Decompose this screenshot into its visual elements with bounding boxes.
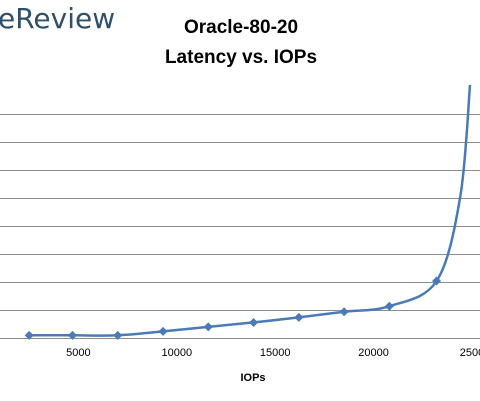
chart-subtitle: Latency vs. IOPs (165, 47, 317, 68)
series-line (29, 84, 472, 337)
series-group (29, 84, 472, 337)
x-tick-label: 20000 (358, 347, 389, 359)
x-tick-label: 15000 (260, 347, 291, 359)
x-axis-label: IOPs (240, 372, 265, 384)
x-tick-labels: 5000 10000 15000 20000 2500 (66, 347, 480, 359)
chart-title: Oracle-80-20 (184, 17, 298, 38)
data-point-marker (67, 330, 77, 340)
x-tick-label: 5000 (66, 347, 90, 359)
data-point-marker (384, 301, 394, 311)
x-tick-label: 10000 (162, 347, 193, 359)
data-point-marker (113, 330, 123, 340)
gridlines (0, 114, 480, 339)
data-point-marker (339, 307, 349, 317)
data-point-marker (432, 276, 442, 286)
logo-text: eReview (0, 2, 115, 35)
data-point-marker (203, 322, 213, 332)
series-markers (24, 276, 442, 340)
data-point-marker (24, 330, 34, 340)
data-point-marker (158, 326, 168, 336)
x-tick-label: 2500 (460, 347, 480, 359)
data-point-marker (249, 317, 259, 327)
data-point-marker (294, 312, 304, 322)
